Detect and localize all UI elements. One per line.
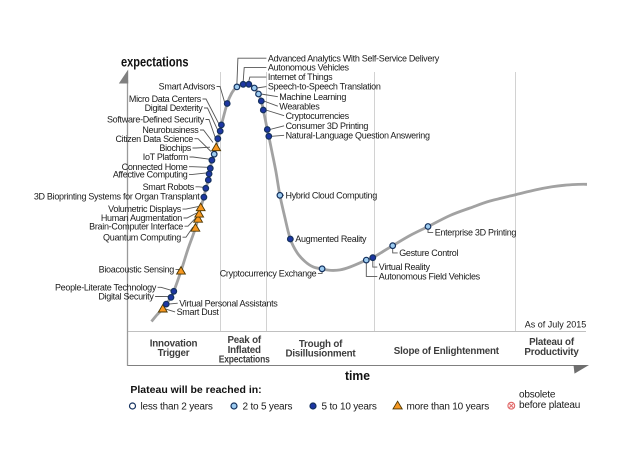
svg-text:Bioacoustic Sensing: Bioacoustic Sensing [99,265,175,275]
svg-text:Connected Home: Connected Home [122,162,188,172]
svg-text:Citizen Data Science: Citizen Data Science [115,134,193,144]
svg-text:Quantum Computing: Quantum Computing [103,232,181,242]
svg-text:As of July 2015: As of July 2015 [525,320,587,330]
svg-text:Cryptocurrencies: Cryptocurrencies [286,111,350,121]
svg-text:Biochips: Biochips [159,143,191,153]
svg-text:Virtual Personal Assistants: Virtual Personal Assistants [179,298,278,308]
svg-text:Advanced Analytics With Self-S: Advanced Analytics With Self-Service Del… [268,53,440,63]
svg-text:Human Augmentation: Human Augmentation [101,213,182,223]
svg-text:Volumetric Displays: Volumetric Displays [108,204,182,214]
svg-text:Wearables: Wearables [279,101,320,111]
svg-text:Enterprise 3D Printing: Enterprise 3D Printing [435,228,517,238]
svg-text:Natural-Language Question Answ: Natural-Language Question Answering [286,130,430,140]
svg-text:IoT Platform: IoT Platform [143,152,188,162]
svg-text:time: time [345,368,370,383]
svg-text:Productivity: Productivity [524,347,579,358]
svg-text:Trigger: Trigger [158,348,190,359]
svg-text:Augmented Reality: Augmented Reality [295,234,367,244]
svg-text:Cryptocurrency Exchange: Cryptocurrency Exchange [220,269,317,279]
svg-text:Innovation: Innovation [150,339,198,350]
svg-text:People-Literate Technology: People-Literate Technology [55,282,157,292]
svg-text:Software-Defined Security: Software-Defined Security [107,115,205,125]
svg-text:Digital Dexterity: Digital Dexterity [145,103,204,113]
svg-text:Gesture Control: Gesture Control [399,248,458,258]
svg-text:Machine Learning: Machine Learning [279,92,346,102]
svg-text:Consumer 3D Printing: Consumer 3D Printing [286,121,369,131]
svg-text:Smart Dust: Smart Dust [177,307,220,317]
svg-text:2 to 5 years: 2 to 5 years [243,402,293,413]
svg-text:less than 2 years: less than 2 years [141,402,213,413]
svg-text:Expectations: Expectations [219,355,271,366]
svg-text:Inflated: Inflated [228,345,261,356]
svg-text:more than 10 years: more than 10 years [407,402,490,413]
svg-text:Internet of Things: Internet of Things [268,72,333,82]
svg-text:Peak of: Peak of [227,335,261,346]
svg-text:Disillusionment: Disillusionment [286,348,357,359]
svg-text:Plateau will be reached in:: Plateau will be reached in: [130,384,261,396]
svg-text:Autonomous Field Vehicles: Autonomous Field Vehicles [379,272,481,282]
svg-text:Brain-Computer Interface: Brain-Computer Interface [89,221,183,231]
svg-text:Trough of: Trough of [299,339,343,350]
svg-text:Autonomous Vehicles: Autonomous Vehicles [268,63,350,73]
svg-text:3D Bioprinting Systems for Org: 3D Bioprinting Systems for Organ Transpl… [34,192,200,202]
svg-text:Smart Advisors: Smart Advisors [159,82,216,92]
svg-text:Speech-to-Speech Translation: Speech-to-Speech Translation [268,82,381,92]
svg-text:Digital Security: Digital Security [98,292,154,302]
svg-text:Slope of Enlightenment: Slope of Enlightenment [394,346,500,357]
svg-text:5 to 10 years: 5 to 10 years [322,402,377,413]
svg-text:before plateau: before plateau [519,400,580,411]
svg-text:obsolete: obsolete [519,389,556,400]
svg-text:Affective Computing: Affective Computing [113,170,188,180]
svg-text:Neurobusiness: Neurobusiness [142,125,199,135]
svg-text:Plateau of: Plateau of [529,337,575,348]
svg-text:Micro Data Centers: Micro Data Centers [129,94,202,104]
svg-text:Virtual Reality: Virtual Reality [379,262,431,272]
svg-text:Smart Robots: Smart Robots [143,182,195,192]
svg-text:Hybrid Cloud Computing: Hybrid Cloud Computing [286,190,378,200]
svg-text:expectations: expectations [121,55,189,70]
